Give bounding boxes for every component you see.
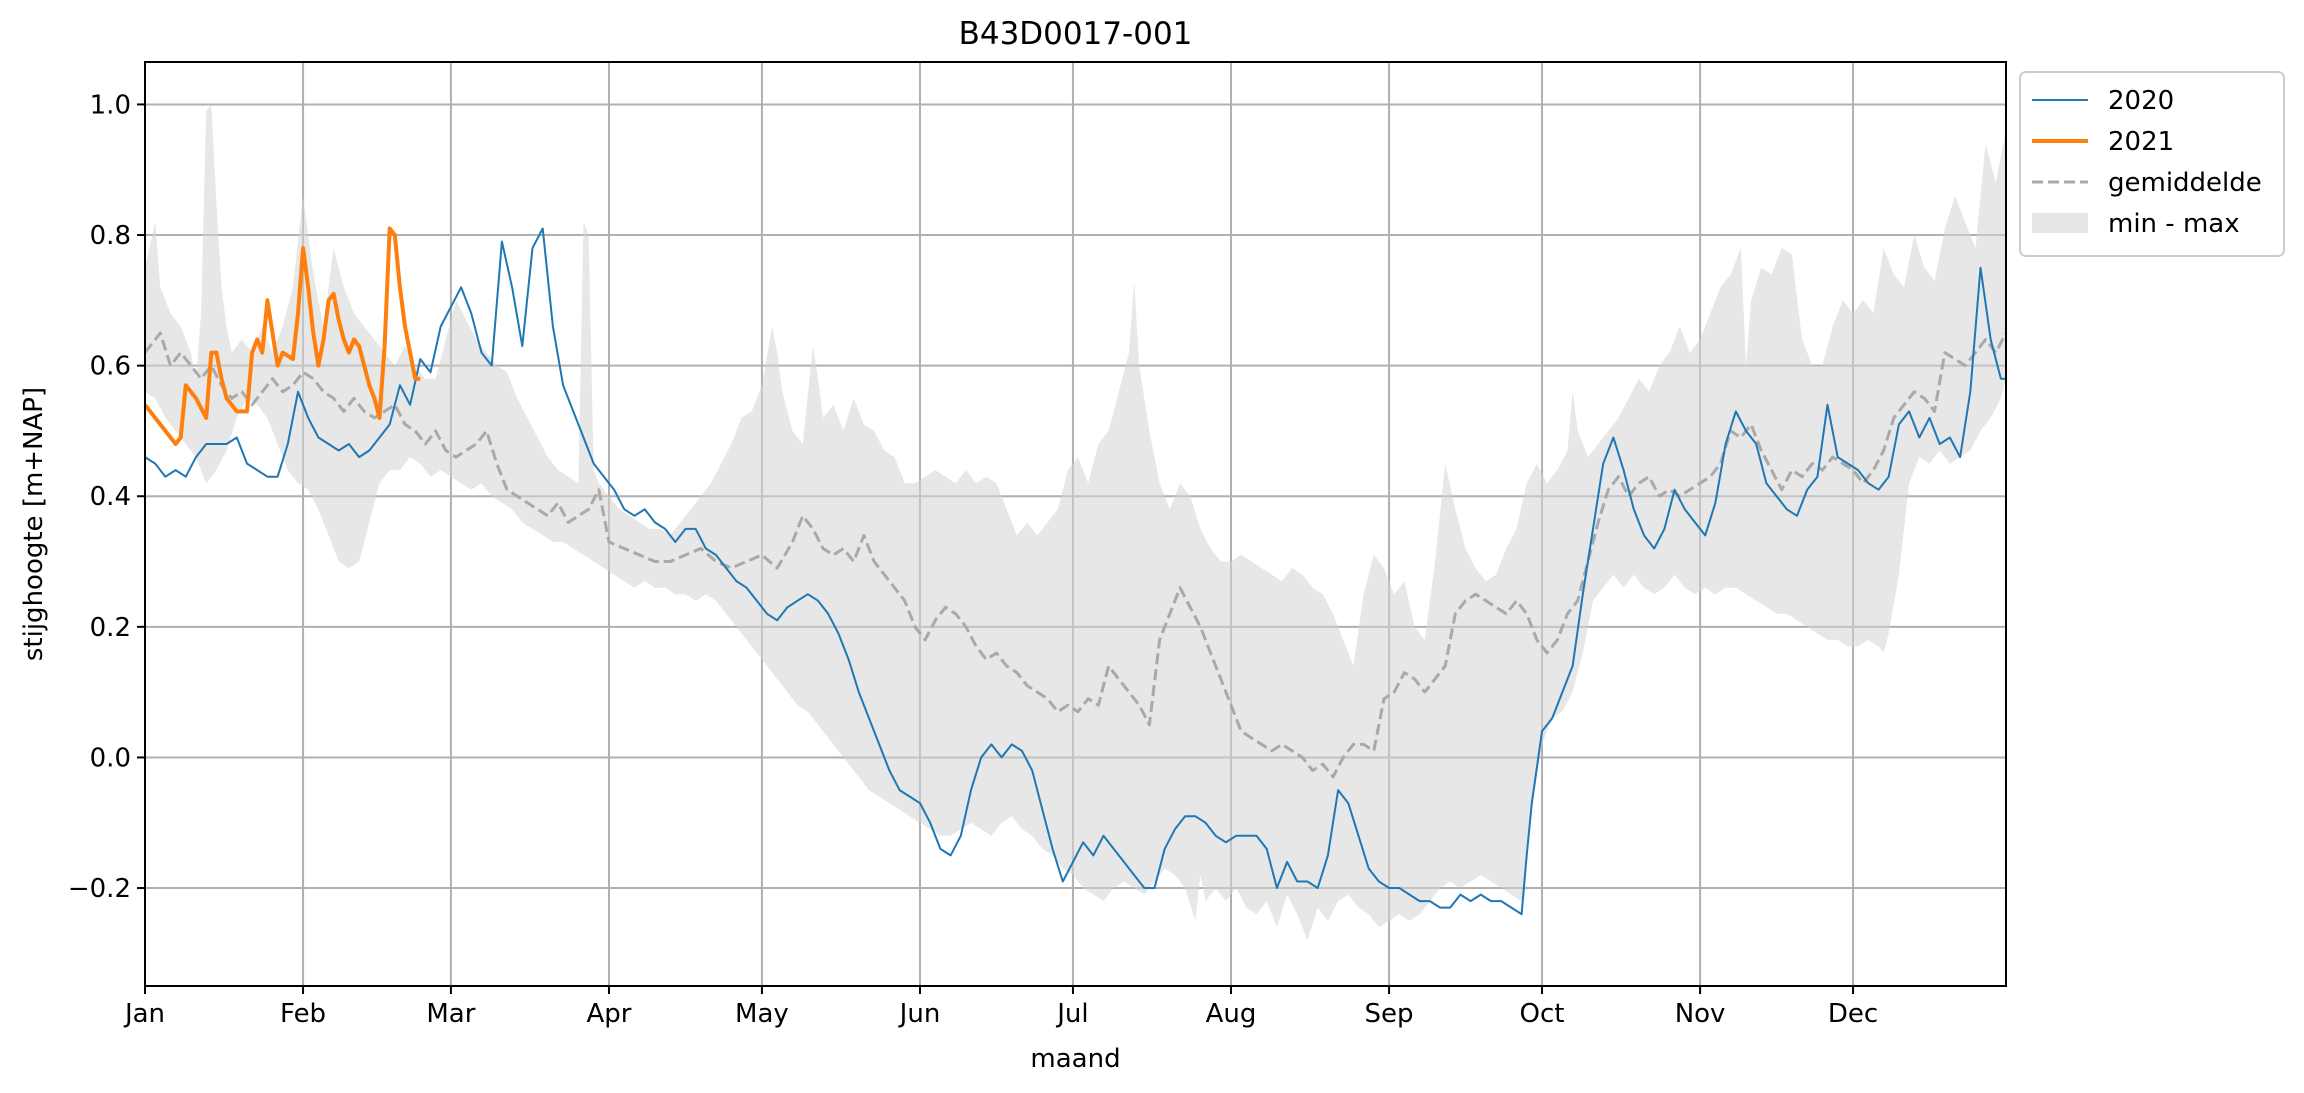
series-line-2020 (144, 227, 2006, 916)
y-tick-label: 0.2 (90, 613, 131, 643)
x-tick-label: Feb (280, 999, 326, 1029)
x-tick-label: Jan (123, 999, 165, 1029)
x-tick-label: Dec (1828, 999, 1878, 1029)
x-axis-title: maand (1030, 1044, 1120, 1074)
x-axis-ticks: Jan Feb Mar Apr May Jun Jul Aug Sep Oct Nov Dec (123, 986, 1878, 1029)
y-tick-label: 1.0 (90, 90, 131, 120)
legend-label-2020: 2020 (2108, 86, 2174, 116)
x-tick-label: Mar (426, 999, 475, 1029)
x-tick-label: Jul (1055, 999, 1088, 1029)
x-tick-label: Sep (1365, 999, 1414, 1029)
plot-area-frame (144, 61, 2007, 987)
legend-label-2021: 2021 (2108, 127, 2174, 157)
y-tick-label: 0.6 (90, 352, 131, 382)
y-tick-label: 0.0 (90, 743, 131, 773)
y-axis-title: stijghoogte [m+NAP] (19, 387, 49, 661)
legend-label-gemiddelde: gemiddelde (2108, 168, 2262, 198)
legend: 2020 2021 gemiddelde min - max (2019, 71, 2285, 257)
x-tick-label: May (735, 999, 789, 1029)
x-tick-label: Aug (1206, 999, 1257, 1029)
x-tick-label: Apr (586, 999, 631, 1029)
y-axis-ticks: −0.2 0.0 0.2 0.4 0.6 0.8 1.0 (68, 90, 145, 904)
series-lines (143, 226, 2008, 916)
legend-box (2019, 71, 2285, 257)
x-tick-label: Nov (1675, 999, 1726, 1029)
x-tick-label: Jun (898, 999, 941, 1029)
series-line-gemiddelde (143, 331, 2008, 779)
chart-title: B43D0017-001 (959, 16, 1193, 52)
x-tick-label: Oct (1520, 999, 1565, 1029)
y-tick-label: 0.8 (90, 221, 131, 251)
legend-label-min-max: min - max (2108, 209, 2240, 239)
series-line-2021 (143, 226, 421, 446)
series-band-min-max (145, 104, 2006, 941)
min-max-band (145, 104, 2006, 941)
legend-swatch-min-max (2032, 213, 2088, 233)
y-tick-label: 0.4 (90, 482, 131, 512)
y-tick-label: −0.2 (68, 874, 131, 904)
